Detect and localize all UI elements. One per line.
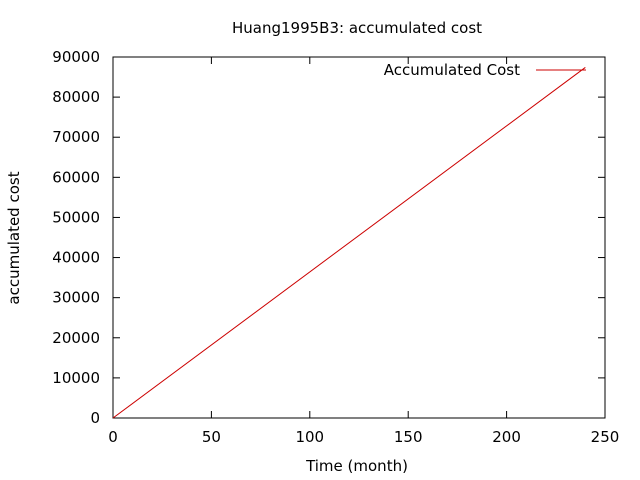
x-tick-label: 200 xyxy=(492,428,521,446)
y-tick-label: 90000 xyxy=(52,48,100,66)
y-axis-label: accumulated cost xyxy=(5,171,23,304)
series-line xyxy=(112,67,586,419)
plot-frame xyxy=(112,56,606,419)
y-axis-ticks: 0 10000 20000 30000 40000 50000 60000 70000 8000… xyxy=(52,48,605,427)
chart-title: Huang1995B3: accumulated cost xyxy=(232,19,482,37)
x-tick-label: 150 xyxy=(394,428,423,446)
y-tick-label: 60000 xyxy=(52,168,100,186)
y-tick-label: 20000 xyxy=(52,329,100,347)
x-tick-label: 100 xyxy=(295,428,324,446)
y-tick-label: 50000 xyxy=(52,208,100,226)
x-tick-label: 0 xyxy=(108,428,118,446)
plot-area: 0 50 100 150 200 250 0 10000 20000 30000 40000 500… xyxy=(52,48,619,446)
x-tick-label: 250 xyxy=(591,428,620,446)
series-layer xyxy=(112,67,586,419)
y-tick-label: 30000 xyxy=(52,289,100,307)
y-tick-label: 80000 xyxy=(52,88,100,106)
y-tick-label: 0 xyxy=(90,409,100,427)
y-tick-label: 10000 xyxy=(52,369,100,387)
legend: Accumulated Cost xyxy=(384,61,586,79)
legend-label: Accumulated Cost xyxy=(384,61,520,79)
y-tick-label: 70000 xyxy=(52,128,100,146)
x-tick-label: 50 xyxy=(202,428,221,446)
x-axis-ticks: 0 50 100 150 200 250 xyxy=(108,57,619,446)
y-tick-label: 40000 xyxy=(52,249,100,267)
x-axis-label: Time (month) xyxy=(305,457,408,475)
